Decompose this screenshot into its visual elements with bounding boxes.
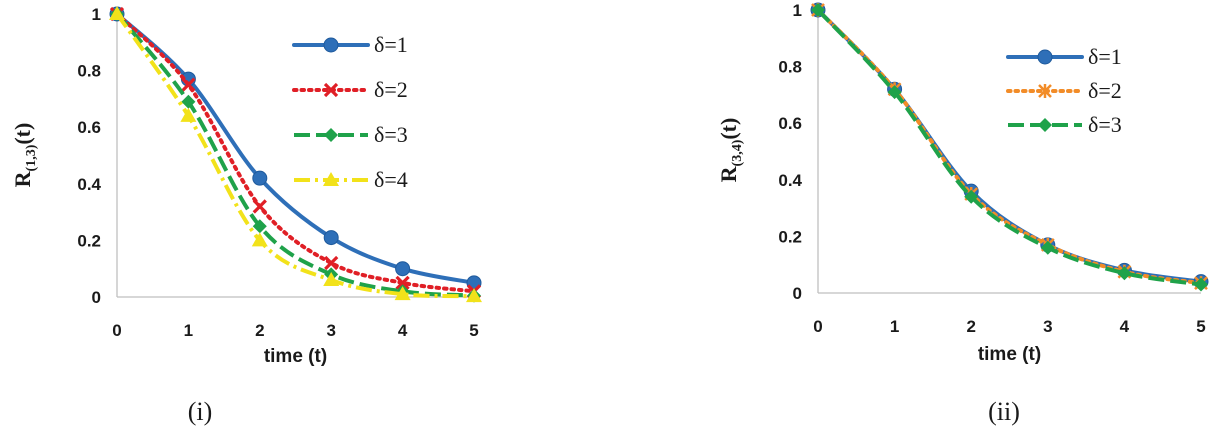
data-point-marker <box>252 219 267 234</box>
x-tick-label: 0 <box>813 317 822 336</box>
y-axis-title-main: R <box>10 170 35 187</box>
y-axis-title: R(1,3)(t) <box>10 123 39 188</box>
y-axis-title-suffix: (t) <box>716 118 741 140</box>
data-point-marker <box>887 85 902 100</box>
data-point-marker <box>395 275 410 290</box>
legend-item: δ=4 <box>294 167 408 192</box>
series-line <box>115 12 475 299</box>
legend-item: δ=2 <box>1006 78 1122 103</box>
series-line <box>115 12 476 294</box>
y-tick-label: 0 <box>92 288 101 307</box>
series-2 <box>811 3 1208 291</box>
legend-swatch-marker <box>1038 118 1052 132</box>
data-point-marker <box>1040 240 1055 255</box>
y-axis-title-main: R <box>716 165 741 182</box>
series-1 <box>810 2 1209 290</box>
data-point-marker <box>964 189 979 204</box>
data-point-marker <box>180 107 197 122</box>
y-axis-title-sub: (3,4) <box>730 139 745 166</box>
x-tick-label: 0 <box>112 321 121 340</box>
data-point-marker <box>323 230 339 246</box>
y-axis-title-suffix: (t) <box>10 123 35 145</box>
legend-swatch-marker <box>1038 84 1052 98</box>
data-point-marker <box>1194 277 1208 292</box>
x-tick-label: 2 <box>966 317 975 336</box>
legend-swatch-marker <box>323 82 339 98</box>
legend-swatch-marker <box>1037 49 1053 65</box>
legend-label: δ=2 <box>374 77 408 102</box>
legend-label: δ=2 <box>1088 78 1122 103</box>
data-point-marker <box>811 3 825 17</box>
x-tick-label: 1 <box>184 321 193 340</box>
legend-label: δ=1 <box>374 32 408 57</box>
data-point-marker <box>109 6 125 20</box>
legend-item: δ=1 <box>292 32 408 57</box>
series-line <box>115 12 475 298</box>
legend-label: δ=1 <box>1088 44 1122 69</box>
x-tick-label: 1 <box>890 317 899 336</box>
y-tick-label: 1 <box>92 5 101 24</box>
data-point-marker <box>252 199 267 214</box>
data-point-marker <box>324 255 339 271</box>
data-point-marker <box>466 288 482 303</box>
y-tick-label: 0.8 <box>778 58 802 77</box>
data-point-marker <box>323 272 340 287</box>
y-tick-label: 0.4 <box>77 175 101 194</box>
x-axis-title: time (t) <box>264 346 327 367</box>
series-3 <box>110 7 481 303</box>
x-tick-label: 3 <box>1043 317 1052 336</box>
y-tick-label: 0.4 <box>778 171 802 190</box>
data-point-marker <box>394 286 411 301</box>
legend-label: δ=3 <box>374 122 408 147</box>
y-tick-label: 0.6 <box>77 118 101 137</box>
y-tick-label: 1 <box>793 1 802 20</box>
x-tick-label: 4 <box>1120 317 1130 336</box>
data-point-marker <box>252 170 268 186</box>
x-tick-label: 3 <box>326 321 335 340</box>
legend-item: δ=3 <box>294 122 408 147</box>
series-3 <box>811 3 1208 292</box>
legend-swatch-marker <box>323 172 339 186</box>
legend-swatch-marker <box>323 37 339 53</box>
x-tick-label: 5 <box>469 321 478 340</box>
series-line <box>816 8 1203 286</box>
legend-item: δ=2 <box>292 77 408 102</box>
data-point-marker <box>395 261 411 277</box>
data-point-marker <box>181 77 196 92</box>
y-tick-label: 0.6 <box>778 114 802 133</box>
chart-2: 0 0.2 0.4 0.6 0.8 1 0 1 2 3 4 5 time (t) R(3,4)(t) δ=1… <box>716 1 1209 426</box>
x-axis-title: time (t) <box>978 344 1041 365</box>
y-tick-label: 0.2 <box>77 231 101 250</box>
series-1 <box>109 6 482 291</box>
y-tick-label: 0.2 <box>778 227 802 246</box>
series-line <box>816 8 1202 287</box>
data-point-marker <box>1117 266 1132 281</box>
data-point-marker <box>181 94 196 109</box>
y-tick-label: 0 <box>793 284 802 303</box>
series-4 <box>109 6 482 303</box>
y-axis-title: R(3,4)(t) <box>716 118 745 183</box>
y-tick-label: 0.8 <box>77 62 101 81</box>
legend-label: δ=4 <box>374 167 408 192</box>
x-tick-label: 2 <box>255 321 264 340</box>
y-axis-title-sub: (1,3) <box>24 144 39 171</box>
x-tick-label: 4 <box>398 321 408 340</box>
chart-1: 0 0.2 0.4 0.6 0.8 1 0 1 2 3 4 5 time (t) R(1,3)(t) δ=1… <box>10 5 482 426</box>
data-point-marker <box>251 232 268 247</box>
legend-item: δ=1 <box>1006 44 1122 69</box>
series-2 <box>109 6 482 299</box>
legend-item: δ=3 <box>1008 112 1122 137</box>
x-tick-label: 5 <box>1196 317 1205 336</box>
series-line <box>816 8 1203 284</box>
legend-label: δ=3 <box>1088 112 1122 137</box>
panel-caption: (ii) <box>988 397 1020 426</box>
panel-caption: (i) <box>188 397 213 426</box>
legend-swatch-marker <box>324 128 338 142</box>
